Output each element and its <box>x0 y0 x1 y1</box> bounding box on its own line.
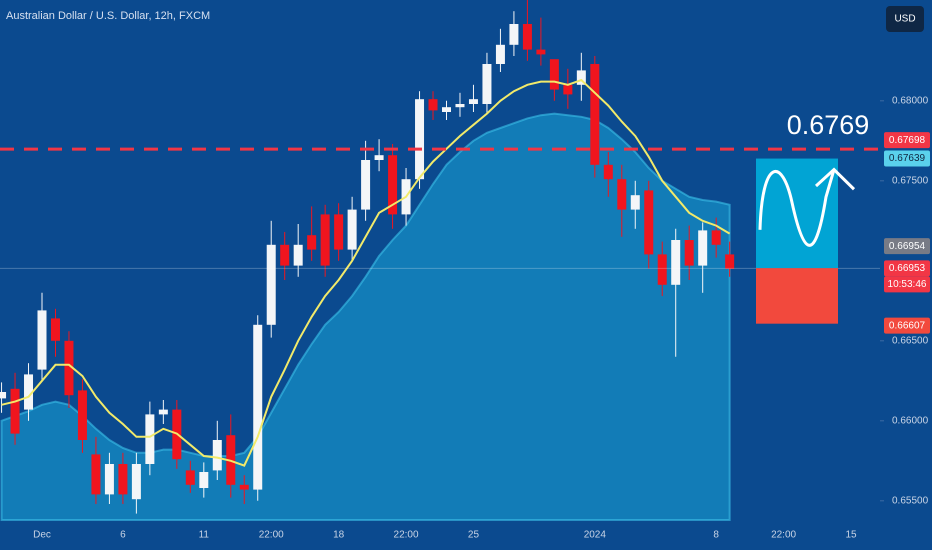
x-tick-label: 6 <box>120 530 126 541</box>
candle-body <box>617 179 627 210</box>
candle-body <box>158 409 168 415</box>
candle-body <box>280 244 290 266</box>
candle-body <box>239 484 249 490</box>
stop-label-box <box>884 317 930 334</box>
candle-body <box>131 464 141 500</box>
candle-body <box>50 318 60 341</box>
candle-body <box>711 230 721 245</box>
chart-title: Australian Dollar / U.S. Dollar, 12h, FX… <box>6 10 210 22</box>
candle-body <box>199 472 209 488</box>
candle-body <box>388 155 398 215</box>
candle-body <box>266 244 276 325</box>
x-tick-label: 22:00 <box>394 530 419 541</box>
plot-back <box>0 0 880 521</box>
candle-body <box>725 254 735 269</box>
candle-body <box>428 99 438 111</box>
candle-body <box>671 240 681 285</box>
resistance-label-box <box>884 132 930 149</box>
candle-body <box>442 107 451 112</box>
candle-body <box>347 209 357 250</box>
arrow-head <box>814 167 856 191</box>
x-tick-label: 8 <box>713 530 719 541</box>
candle-body <box>482 64 492 104</box>
candle-body <box>0 392 7 399</box>
candle-body <box>549 59 559 90</box>
x-tick-label: 25 <box>468 530 480 541</box>
x-tick-label: 11 <box>199 530 210 541</box>
candle-body <box>563 84 573 95</box>
last-price-label: 0.66953 <box>889 263 926 274</box>
candle-body <box>644 190 654 255</box>
candle-body <box>24 374 34 410</box>
y-tick-label: 0.66000 <box>892 415 929 426</box>
candle-body <box>603 164 613 180</box>
y-tick-label: 0.65500 <box>892 495 929 506</box>
x-tick-label: Dec <box>33 530 51 541</box>
candle-body <box>10 388 20 434</box>
candle-body <box>374 155 384 160</box>
stop-label: 0.66607 <box>889 320 926 331</box>
candle-body <box>576 70 586 85</box>
entry-label: 0.66954 <box>889 241 926 252</box>
entry-label-box <box>884 238 930 255</box>
candle-body <box>253 324 263 490</box>
annotation: 0.6769 <box>787 110 870 140</box>
candle-body <box>630 195 640 210</box>
y-tick-label: 0.66500 <box>892 335 929 346</box>
candle-body <box>185 470 195 485</box>
candle-body <box>91 454 101 495</box>
candle-body <box>657 254 667 285</box>
candle-body <box>334 214 344 250</box>
target-label: 0.67639 <box>889 153 926 164</box>
ema-line <box>1 78 731 467</box>
candle-body <box>212 440 222 471</box>
candle-body <box>145 414 155 464</box>
candle-body <box>320 214 330 266</box>
candle-body <box>77 390 87 440</box>
candle-body <box>361 160 371 210</box>
candle-body <box>118 464 128 495</box>
candle-body <box>684 240 694 266</box>
plot-front: 0.65500 0.66000 0.66500 0.67500 0.68000 Dec 6 1… <box>0 95 930 541</box>
candle-body <box>455 104 465 108</box>
target-label-box <box>884 150 930 167</box>
candle-body <box>307 235 317 250</box>
x-tick-label: 2024 <box>584 530 607 541</box>
y-tick-label: 0.68000 <box>892 95 929 106</box>
candle-body <box>293 244 303 266</box>
countdown-label-box <box>884 276 930 293</box>
stop-box <box>756 268 838 324</box>
x-tick-label: 22:00 <box>771 530 796 541</box>
candle-body <box>509 24 519 45</box>
last-price-label-box <box>884 260 930 277</box>
candle-body <box>698 230 708 266</box>
currency-button[interactable] <box>886 6 924 32</box>
candle-body <box>37 310 47 370</box>
candle-body <box>64 340 74 396</box>
candle-body <box>104 464 114 495</box>
x-tick-label: 15 <box>845 530 857 541</box>
x-tick-label: 22:00 <box>259 530 284 541</box>
candle-body <box>522 24 532 50</box>
candle-body <box>468 99 478 104</box>
candle-body <box>590 64 600 165</box>
candle-body <box>536 49 546 55</box>
x-tick-label: 18 <box>333 530 345 541</box>
y-tick-label: 0.67500 <box>892 175 929 186</box>
band-area <box>0 112 731 521</box>
candle-body <box>495 44 505 64</box>
countdown-label: 10:53:46 <box>888 279 927 290</box>
resistance-label: 0.67698 <box>889 135 926 146</box>
wave-drawing <box>758 169 836 247</box>
currency-button-label[interactable]: USD <box>894 14 915 25</box>
candle-body <box>415 99 425 180</box>
